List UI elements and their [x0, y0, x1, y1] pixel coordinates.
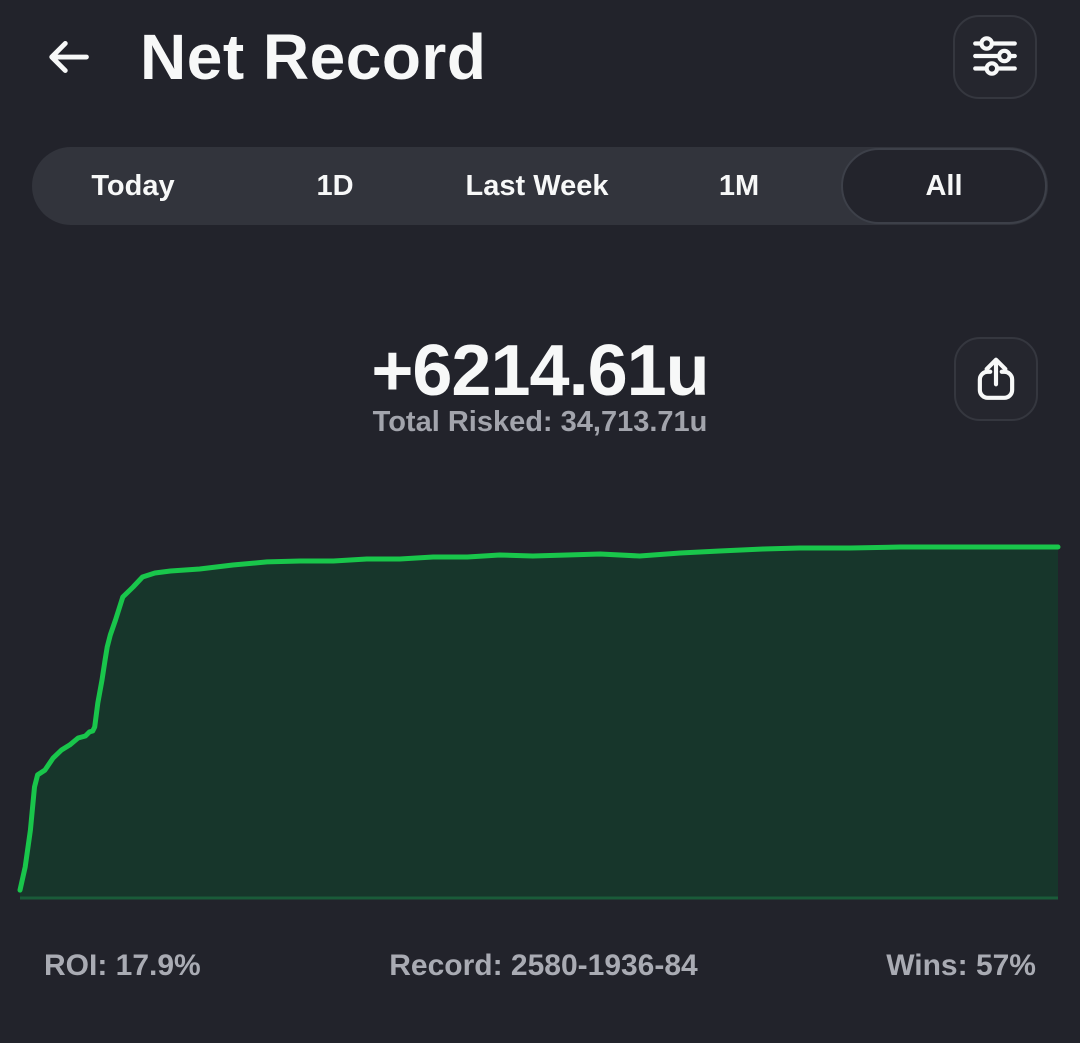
page-title: Net Record: [140, 21, 487, 93]
tab-last-week[interactable]: Last Week: [436, 147, 638, 225]
net-area-chart: [0, 540, 1080, 903]
tab-1m[interactable]: 1M: [638, 147, 840, 225]
roi-stat: ROI: 17.9%: [44, 949, 201, 982]
total-risked-label: Total Risked: 34,713.71u: [372, 406, 708, 438]
time-range-tabbar: Today 1D Last Week 1M All: [32, 147, 1048, 225]
wins-stat: Wins: 57%: [886, 949, 1036, 982]
record-stat: Record: 2580-1936-84: [389, 949, 698, 982]
tab-today[interactable]: Today: [32, 147, 234, 225]
filter-button[interactable]: [953, 15, 1037, 99]
tab-all[interactable]: All: [841, 148, 1047, 224]
share-icon: [971, 353, 1021, 406]
stats-row: ROI: 17.9% Record: 2580-1936-84 Wins: 57…: [44, 949, 1036, 983]
chart-area-fill: [20, 547, 1058, 898]
share-button[interactable]: [954, 337, 1038, 421]
back-button[interactable]: [36, 26, 100, 90]
arrow-left-icon: [42, 31, 94, 86]
sliders-icon: [970, 31, 1020, 84]
net-units-value: +6214.61u: [371, 331, 709, 411]
tab-1d[interactable]: 1D: [234, 147, 436, 225]
chart-series-line: [17, 544, 1061, 893]
